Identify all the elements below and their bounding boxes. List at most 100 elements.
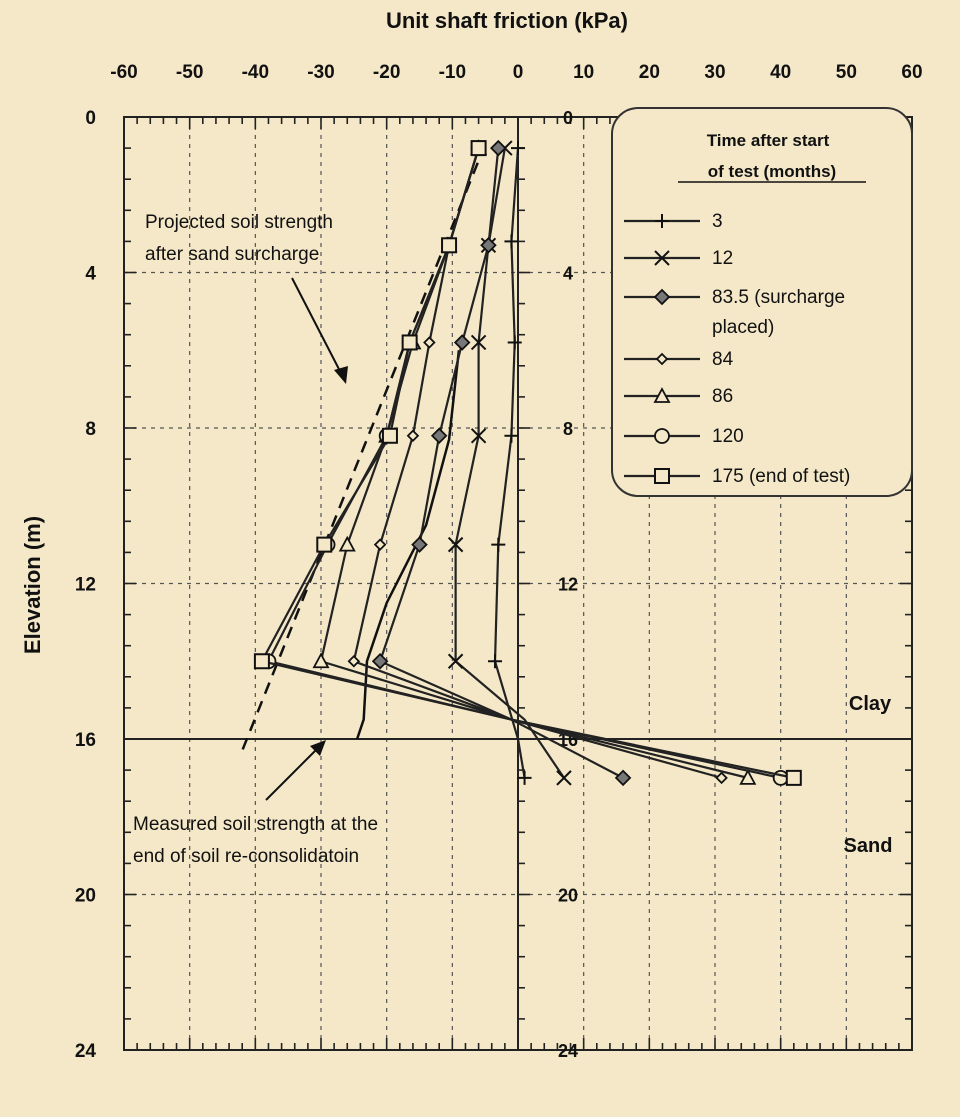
measured-arrow-shaft: [265, 747, 319, 801]
marker-triangle: [653, 387, 671, 403]
measured-arrow-head: [310, 740, 326, 756]
x-tick-label: -50: [176, 62, 203, 83]
data-point: [447, 653, 464, 669]
x-tick-label: 0: [513, 62, 524, 83]
y-tick-label: 12: [75, 575, 96, 596]
x-tick-label: -10: [439, 62, 466, 83]
legend-label: 3: [712, 211, 723, 232]
y-tick-label-center: 12: [558, 575, 578, 595]
y-axis-title: Elevation (m): [20, 516, 45, 654]
data-point: [517, 770, 532, 785]
data-point: [490, 139, 507, 157]
y-tick-label: 4: [85, 264, 96, 285]
data-point: [511, 141, 525, 156]
series-line: [493, 148, 526, 779]
data-point: [480, 237, 497, 254]
legend-marker: [654, 468, 670, 484]
marker-diamond: [430, 427, 448, 445]
marker-x-b: [470, 428, 487, 444]
legend-marker: [655, 214, 669, 228]
data-point: [347, 654, 361, 668]
marker-square: [253, 653, 270, 670]
data-point: [488, 654, 503, 669]
data-point: [430, 427, 448, 445]
marker-circle: [772, 769, 789, 786]
marker-square: [381, 427, 398, 444]
data-point: [470, 428, 487, 444]
data-point: [491, 537, 506, 552]
series-3: [488, 141, 532, 785]
data-point: [504, 428, 519, 443]
marker-x-b: [447, 653, 464, 669]
marker-diamond: [614, 769, 632, 787]
data-point: [447, 536, 464, 553]
legend-label: 175 (end of test): [712, 466, 850, 487]
legend-title-line1: Time after start: [707, 131, 830, 150]
measured-strength-line: [355, 350, 461, 740]
x-tick-label: 20: [639, 62, 660, 83]
data-point: [406, 429, 420, 443]
data-point: [772, 769, 789, 786]
data-point: [253, 653, 270, 670]
marker-circle: [654, 428, 670, 444]
data-point: [614, 769, 632, 787]
marker-small-diamond: [347, 654, 361, 668]
annotations-layer: Projected soil strength after sand surcha…: [133, 212, 892, 867]
marker-small-diamond: [406, 429, 420, 443]
x-tick-label: -20: [373, 62, 400, 83]
projected-arrow-shaft: [291, 277, 343, 376]
legend-label-cont: placed): [712, 317, 774, 338]
legend-marker: [654, 250, 670, 266]
data-point: [470, 334, 487, 351]
x-axis-title: Unit shaft friction (kPa): [386, 8, 628, 33]
sand-label: Sand: [844, 835, 893, 857]
marker-square: [441, 237, 458, 254]
data-point: [715, 771, 728, 785]
y-tick-label-center: 0: [563, 108, 573, 128]
data-point: [785, 769, 802, 786]
legend-marker: [655, 352, 669, 366]
marker-square: [654, 468, 670, 484]
projected-annotation-line1: Projected soil strength: [145, 212, 333, 233]
legend-label: 12: [712, 248, 733, 269]
legend-marker: [653, 387, 671, 403]
legend-marker: [653, 288, 671, 306]
marker-diamond: [480, 237, 497, 254]
marker-small-diamond: [423, 336, 436, 349]
projected-arrow-head: [334, 366, 348, 384]
data-point: [470, 140, 487, 157]
measured-annotation-line1: Measured soil strength at the: [133, 814, 378, 835]
series-layer: [253, 139, 802, 787]
series-line: [352, 147, 722, 779]
marker-diamond: [453, 334, 471, 351]
data-point: [507, 335, 522, 350]
data-point: [373, 538, 387, 551]
marker-diamond: [411, 536, 428, 553]
clay-label: Clay: [849, 693, 892, 715]
marker-diamond: [653, 288, 671, 306]
legend-label: 120: [712, 426, 744, 447]
data-point: [739, 768, 757, 785]
marker-triangle: [739, 768, 757, 785]
x-tick-label: 40: [770, 62, 791, 83]
y-tick-label: 16: [75, 730, 96, 751]
marker-small-diamond: [715, 771, 728, 785]
x-tick-label: -30: [307, 62, 334, 83]
marker-small-diamond: [655, 352, 669, 366]
marker-x-b: [470, 334, 487, 351]
y-tick-label: 0: [85, 108, 96, 129]
y-tick-label-center: 24: [558, 1041, 578, 1061]
marker-small-diamond: [373, 538, 387, 551]
marker-triangle: [338, 535, 356, 552]
x-tick-label: -40: [242, 62, 269, 83]
data-point: [381, 427, 398, 444]
legend-title-line2: of test (months): [708, 162, 836, 181]
legend-label: 83.5 (surcharge: [712, 287, 845, 308]
marker-x-b: [556, 770, 572, 786]
series-line: [378, 147, 624, 779]
data-point: [556, 770, 572, 786]
x-tick-label: 50: [836, 62, 857, 83]
y-tick-label-center: 20: [558, 886, 578, 906]
